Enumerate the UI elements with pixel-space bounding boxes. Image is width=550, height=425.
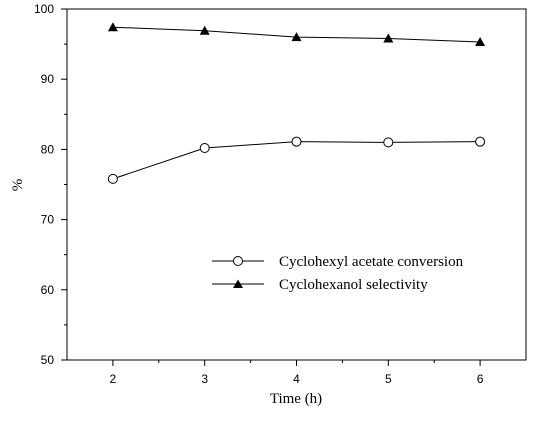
series-1-point-2 [291,32,302,42]
y-tick-label-60: 60 [41,283,55,297]
y-tick-label-70: 70 [41,213,55,227]
series-0-point-0 [107,173,118,184]
tick-layer: 2 3 4 5 6 50 60 70 80 90 100 [34,2,484,386]
y-axis-label: % [10,179,26,192]
x-tick-label-4: 4 [293,372,300,386]
legend-label-conversion: Cyclohexyl acetate conversion [279,254,464,270]
series-layer [107,22,486,184]
series-1-point-0 [107,22,118,32]
y-tick-label-80: 80 [41,142,55,156]
x-tick-label-6: 6 [477,372,484,386]
legend-marker-conversion [233,256,243,266]
series-0-point-2 [291,136,302,147]
series-0-point-1 [199,142,210,153]
series-1-point-3 [383,33,394,43]
x-axis-label: Time (h) [270,391,322,407]
x-tick-label-2: 2 [110,372,117,386]
series-1-point-1 [199,25,210,35]
series-1-point-4 [475,36,486,46]
series-0-point-3 [383,137,394,148]
x-tick-label-3: 3 [201,372,208,386]
legend-label-selectivity: Cyclohexanol selectivity [279,277,428,293]
x-tick-label-5: 5 [385,372,392,386]
series-0-point-4 [475,136,486,147]
legend-marker-selectivity [233,279,243,288]
y-tick-label-90: 90 [41,72,55,86]
y-tick-label-100: 100 [34,2,54,16]
y-tick-label-50: 50 [41,353,55,367]
legend: Cyclohexyl acetate conversion Cyclohexan… [212,254,464,293]
